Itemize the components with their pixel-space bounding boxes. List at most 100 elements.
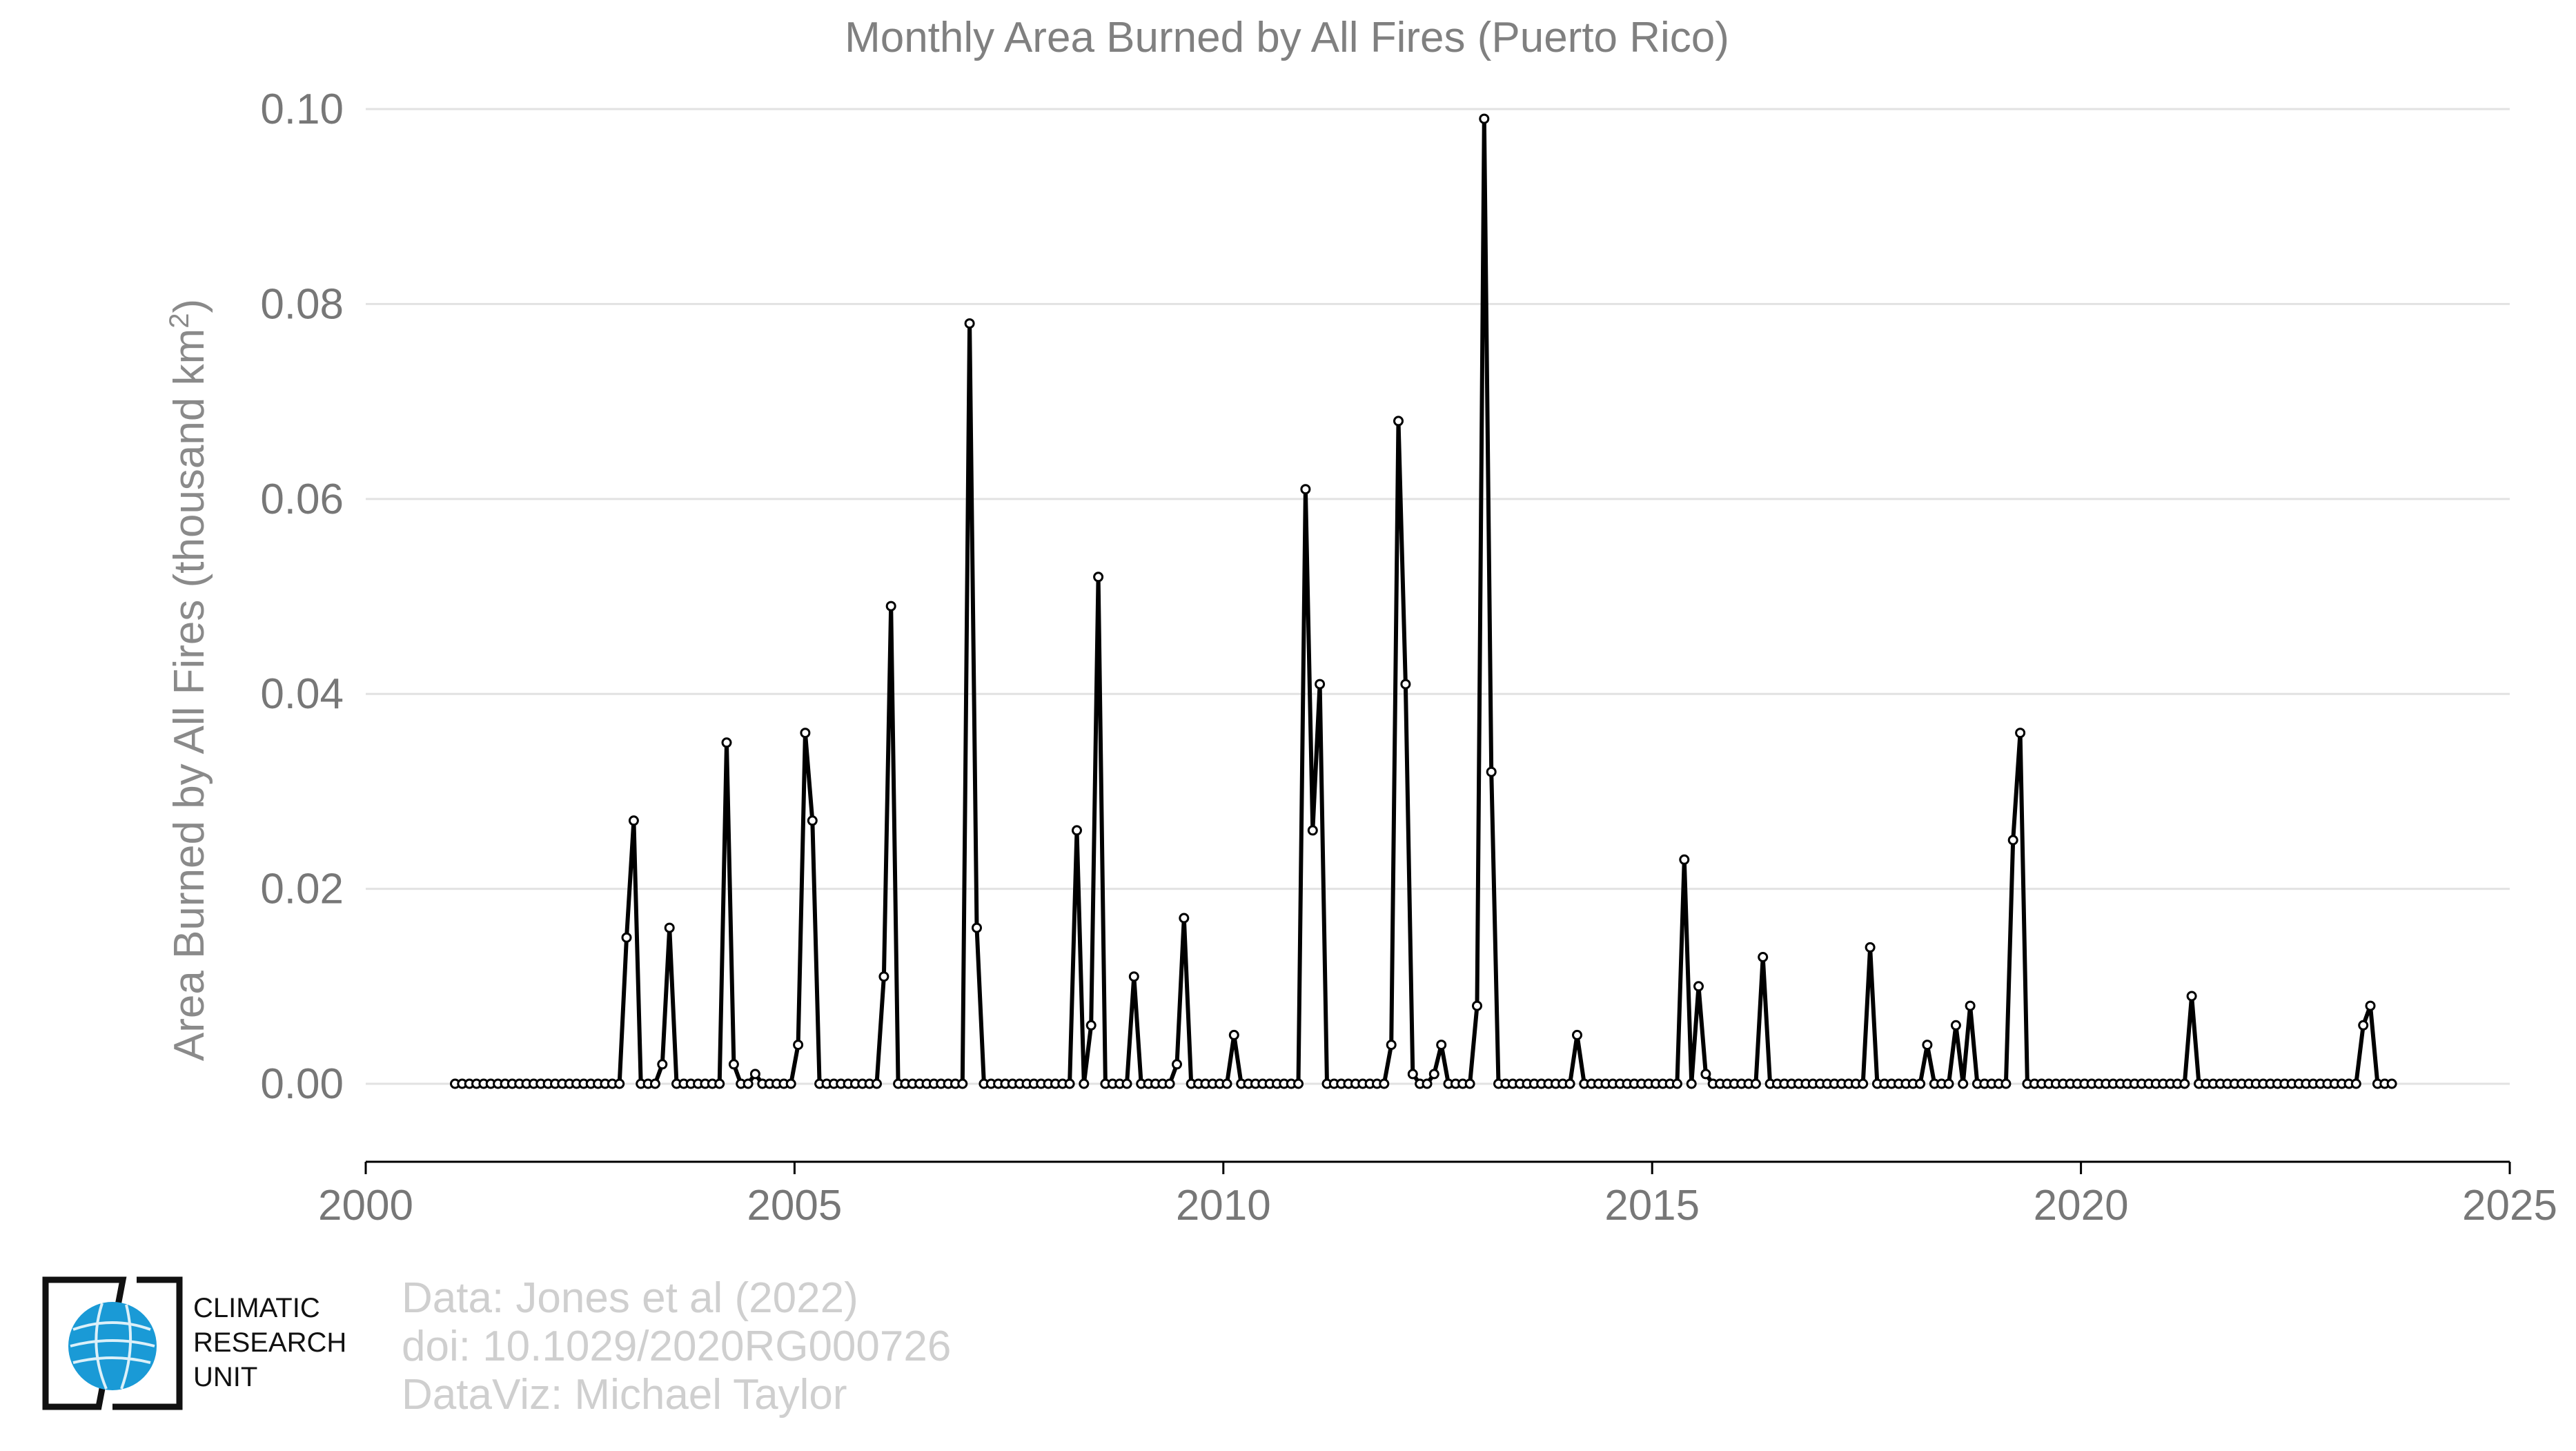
data-points (450, 113, 2397, 1089)
data-point (1079, 1078, 1090, 1089)
x-axis-ticks: 2000 2005 2010 2015 2020 2025 (318, 1162, 2557, 1229)
data-point (1221, 1078, 1232, 1089)
data-point (1307, 825, 1318, 836)
data-point (1228, 1029, 1239, 1040)
data-point (964, 318, 975, 329)
data-point (1958, 1078, 1969, 1089)
y-tick-label: 0.02 (260, 866, 344, 913)
y-tick-label: 0.00 (260, 1060, 344, 1108)
y-tick-label: 0.04 (260, 670, 344, 718)
x-tick-label: 2005 (747, 1182, 842, 1229)
data-point (1858, 1078, 1869, 1089)
data-point (1564, 1078, 1575, 1089)
data-point (1121, 1078, 1132, 1089)
data-point (807, 815, 818, 826)
data-point (649, 1078, 660, 1089)
data-point (1128, 971, 1139, 982)
data-point (2386, 1078, 2397, 1089)
data-point (721, 737, 732, 748)
data-point (1315, 679, 1326, 690)
data-point (1479, 113, 1490, 124)
data-point (1407, 1069, 1418, 1080)
data-point (885, 601, 896, 612)
data-point (1428, 1069, 1439, 1080)
data-point (743, 1078, 754, 1089)
data-point (2000, 1078, 2012, 1089)
data-point (657, 1059, 668, 1070)
x-tick-label: 2025 (2462, 1182, 2557, 1229)
data-point (1693, 981, 1704, 992)
y-axis-ticks: 0.00 0.02 0.04 0.06 0.08 0.10 (260, 86, 344, 1108)
data-point (1922, 1040, 1933, 1051)
data-point (1422, 1078, 1433, 1089)
data-point (2186, 991, 2197, 1002)
data-point (2007, 835, 2018, 846)
data-point (714, 1078, 725, 1089)
logo-text-climatic: CLIMATIC (193, 1293, 320, 1323)
data-point (1093, 572, 1104, 583)
data-point (1758, 952, 1769, 962)
data-point (1486, 766, 1497, 777)
data-point (628, 815, 639, 826)
x-tick-label: 2015 (1604, 1182, 1700, 1229)
data-point (1179, 913, 1190, 924)
data-point (728, 1059, 739, 1070)
data-point (1379, 1078, 1390, 1089)
data-point (1172, 1059, 1182, 1070)
x-tick-label: 2020 (2034, 1182, 2129, 1229)
data-point (1700, 1069, 1711, 1080)
data-point (1950, 1020, 1961, 1031)
chart-title: Monthly Area Burned by All Fires (Puerto… (845, 14, 1729, 61)
data-point (1386, 1040, 1397, 1051)
credit-data-source: Data: Jones et al (2022) (402, 1274, 858, 1322)
data-point (1300, 484, 1311, 495)
data-point (1572, 1029, 1582, 1040)
logo-text-unit: UNIT (193, 1362, 258, 1392)
data-point (1464, 1078, 1475, 1089)
y-axis-label: Area Burned by All Fires (thousand km2) (164, 299, 213, 1061)
data-point (872, 1078, 882, 1089)
credit-dataviz: DataViz: Michael Taylor (402, 1371, 847, 1419)
data-point (793, 1040, 804, 1051)
data-point (1943, 1078, 1954, 1089)
cru-logo-icon (42, 1276, 183, 1410)
data-point (1472, 1000, 1482, 1011)
data-point (1865, 942, 1876, 953)
data-point (1164, 1078, 1175, 1089)
data-point (1400, 679, 1411, 690)
data-point (664, 922, 675, 933)
series-line (455, 117, 2392, 1086)
logo-text-research: RESEARCH (193, 1327, 347, 1358)
data-point (1686, 1078, 1697, 1089)
data-point (1085, 1020, 1097, 1031)
data-point (1072, 825, 1082, 836)
y-tick-label: 0.06 (260, 476, 344, 523)
x-tick-label: 2000 (318, 1182, 413, 1229)
x-tick-label: 2010 (1176, 1182, 1271, 1229)
data-point (1293, 1078, 1304, 1089)
data-point (749, 1069, 760, 1080)
data-point (2358, 1020, 2369, 1031)
data-point (957, 1078, 968, 1089)
credit-doi: doi: 10.1029/2020RG000726 (402, 1323, 952, 1370)
data-point (1436, 1040, 1447, 1051)
grid-lines (366, 108, 2510, 1085)
data-point (1393, 416, 1404, 427)
data-point (2350, 1078, 2361, 1089)
data-point (878, 971, 889, 982)
data-point (614, 1078, 625, 1089)
data-point (785, 1078, 796, 1089)
y-tick-label: 0.08 (260, 280, 344, 328)
data-point (2179, 1078, 2190, 1089)
y-axis-label-close: ) (166, 299, 213, 313)
data-point (2015, 728, 2026, 739)
data-point (1671, 1078, 1682, 1089)
data-point (621, 932, 632, 943)
data-point (1965, 1000, 1976, 1011)
y-tick-label: 0.10 (260, 86, 344, 133)
data-point (2365, 1000, 2376, 1011)
data-point (1064, 1078, 1075, 1089)
y-axis-label-superscript: 2 (164, 313, 195, 329)
data-point (1679, 854, 1690, 865)
